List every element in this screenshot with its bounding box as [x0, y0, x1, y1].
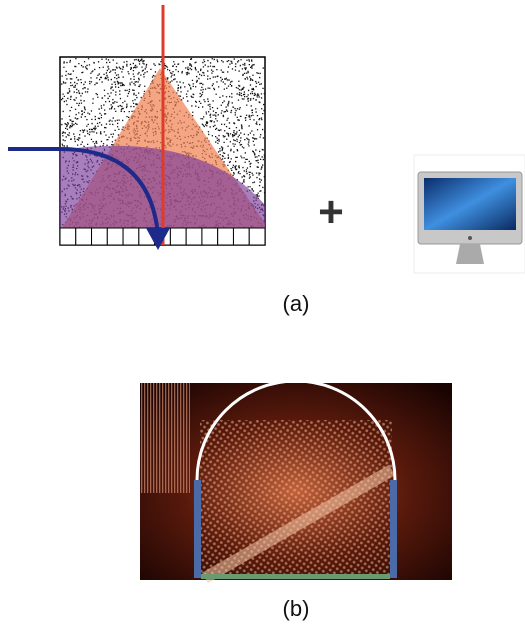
panel-b: (b)	[140, 381, 452, 621]
incident-wave	[140, 383, 190, 493]
panel-a: + (a)	[8, 5, 525, 316]
pixel-cell	[76, 228, 92, 245]
pixel-cell	[186, 228, 202, 245]
panel-label: (a)	[283, 291, 310, 316]
pixel-cell	[233, 228, 249, 245]
computer-icon	[414, 155, 525, 273]
pixel-cell	[202, 228, 218, 245]
pixel-cell	[123, 228, 139, 245]
page: + (a) (b) (() => { const data = JSON.par…	[0, 0, 525, 624]
interference-pattern	[200, 420, 392, 578]
left-wall	[194, 480, 201, 578]
panel-label: (b)	[283, 596, 310, 621]
plus-sign: +	[318, 188, 344, 237]
pixel-cell	[218, 228, 234, 245]
figure: + (a) (b)	[0, 0, 525, 624]
pixel-cell	[92, 228, 108, 245]
pixel-cell	[107, 228, 123, 245]
pixel-cell	[249, 228, 265, 245]
pixel-cell	[60, 228, 76, 245]
right-wall	[390, 480, 397, 578]
floor	[201, 574, 390, 579]
pixel-cell	[170, 228, 186, 245]
